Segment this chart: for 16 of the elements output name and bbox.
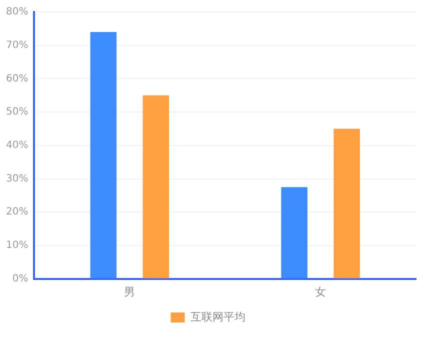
- y-tick-label: 50%: [6, 106, 28, 118]
- bar: [334, 128, 360, 278]
- legend-label: 互联网平均: [190, 310, 246, 324]
- y-tick-label: 60%: [6, 73, 28, 84]
- y-tick-label: 40%: [6, 140, 28, 151]
- bar: [90, 32, 117, 278]
- y-tick-label: 30%: [6, 173, 28, 184]
- bar: [281, 187, 308, 278]
- x-tick-label: 男: [124, 285, 136, 298]
- y-tick-label: 70%: [6, 40, 28, 51]
- x-tick-label: 女: [315, 285, 326, 298]
- y-tick-label: 80%: [6, 6, 28, 18]
- y-tick-label: 20%: [6, 206, 28, 218]
- y-tick-label: 0%: [12, 273, 28, 284]
- y-tick-label: 10%: [6, 240, 28, 252]
- bar: [142, 95, 170, 278]
